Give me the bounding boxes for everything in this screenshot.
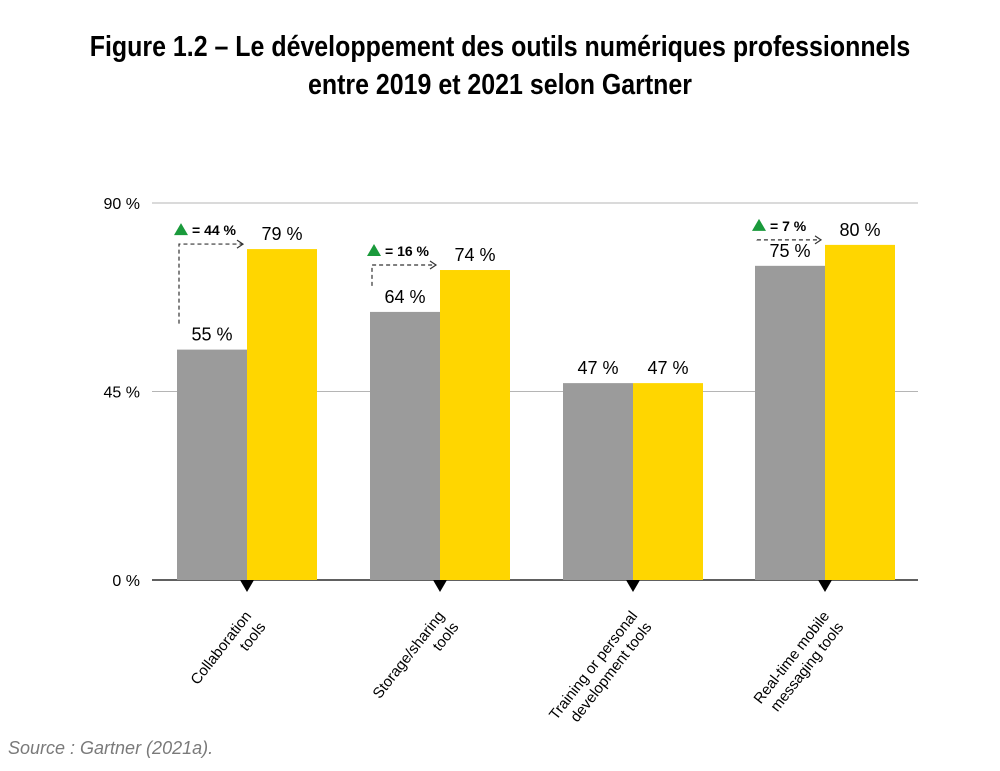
change-label: = 44 %: [192, 222, 237, 238]
chart-title: Figure 1.2 – Le développement des outils…: [70, 28, 930, 104]
bar-value-label: 79 %: [261, 224, 302, 244]
bar-value-label: 74 %: [454, 245, 495, 265]
bar-2021: [247, 249, 317, 581]
chart-title-line2: entre 2019 et 2021 selon Gartner: [307, 69, 692, 101]
category-marker: [433, 580, 447, 592]
bar-value-label: 64 %: [384, 287, 425, 307]
category-label: Storage/sharingtools: [370, 608, 463, 713]
change-label: = 7 %: [770, 218, 807, 234]
category-label: Collaborationtools: [187, 608, 269, 699]
source-note: Source : Gartner (2021a).: [8, 738, 214, 758]
category-marker: [818, 580, 832, 592]
increase-triangle-icon: [367, 244, 381, 257]
category-label-line: Storage/sharing: [370, 608, 449, 702]
change-label: = 16 %: [385, 243, 430, 259]
change-arrowhead: [429, 260, 438, 270]
bar-2019: [755, 265, 825, 580]
bar-2019: [177, 349, 247, 580]
category-marker: [240, 580, 254, 592]
chart-title-line1: Figure 1.2 – Le développement des outils…: [89, 31, 911, 63]
bar-value-label: 47 %: [577, 358, 618, 378]
y-tick-label: 90 %: [104, 196, 140, 213]
change-bracket: [178, 243, 243, 324]
increase-triangle-icon: [752, 218, 766, 231]
change-arrowhead: [814, 235, 823, 245]
increase-triangle-icon: [174, 223, 188, 236]
bar-value-label: 75 %: [769, 241, 810, 261]
bar-2019: [370, 311, 440, 580]
bar-value-label: 55 %: [191, 325, 232, 345]
y-tick-label: 45 %: [104, 385, 140, 402]
change-arrowhead: [236, 239, 245, 249]
category-label: Training or personaldevelopment tools: [546, 608, 655, 734]
bar-2019: [563, 383, 633, 580]
category-label: Real-time mobilemessaging tools: [750, 608, 847, 718]
bar-value-label: 80 %: [839, 220, 880, 240]
bar-2021: [633, 383, 703, 580]
bar-2021: [825, 244, 895, 580]
change-bracket: [371, 264, 436, 286]
bar-value-label: 47 %: [647, 358, 688, 378]
bar-2021: [440, 270, 510, 580]
y-tick-label: 0 %: [112, 573, 140, 590]
category-marker: [626, 580, 640, 592]
